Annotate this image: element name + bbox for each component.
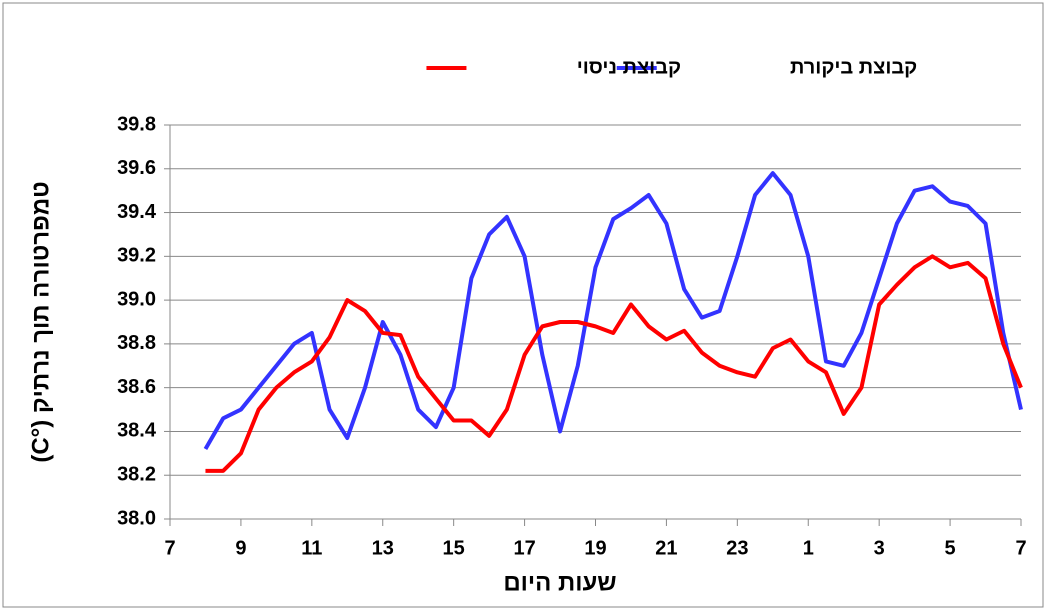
x-tick-label: 19 xyxy=(584,537,606,559)
data-line xyxy=(203,171,1023,450)
y-tick-label: 38.2 xyxy=(117,464,156,486)
x-tick-label: 17 xyxy=(513,537,535,559)
x-tick-label: 23 xyxy=(726,537,748,559)
data-line xyxy=(205,254,1023,473)
y-axis-label: טמפרטורה תוך נרתיק (°C) xyxy=(27,181,54,462)
x-tick-label: 1 xyxy=(803,537,814,559)
x-tick-label: 3 xyxy=(874,537,885,559)
x-tick-label: 7 xyxy=(1015,537,1026,559)
y-tick-label: 39.4 xyxy=(117,201,157,223)
x-tick-label: 5 xyxy=(945,537,956,559)
y-tick-label: 39.6 xyxy=(117,157,156,179)
y-tick-label: 39.2 xyxy=(117,245,156,267)
y-tick-label: 38.6 xyxy=(117,376,156,398)
legend-label: קבוצת ניסוי xyxy=(577,56,681,78)
legend-label: קבוצת ביקורת xyxy=(790,56,917,78)
x-tick-label: 13 xyxy=(372,537,394,559)
x-tick-label: 7 xyxy=(164,537,175,559)
y-tick-label: 38.4 xyxy=(117,420,157,442)
y-tick-label: 39.8 xyxy=(117,113,156,135)
y-tick-label: 38.8 xyxy=(117,332,156,354)
x-tick-label: 21 xyxy=(655,537,677,559)
x-axis-label: שעות היום xyxy=(503,569,616,596)
x-tick-label: 11 xyxy=(301,537,322,559)
y-tick-label: 39.0 xyxy=(117,288,156,310)
x-tick-label: 9 xyxy=(235,537,246,559)
y-tick-label: 38.0 xyxy=(117,507,156,529)
x-tick-label: 15 xyxy=(443,537,465,559)
